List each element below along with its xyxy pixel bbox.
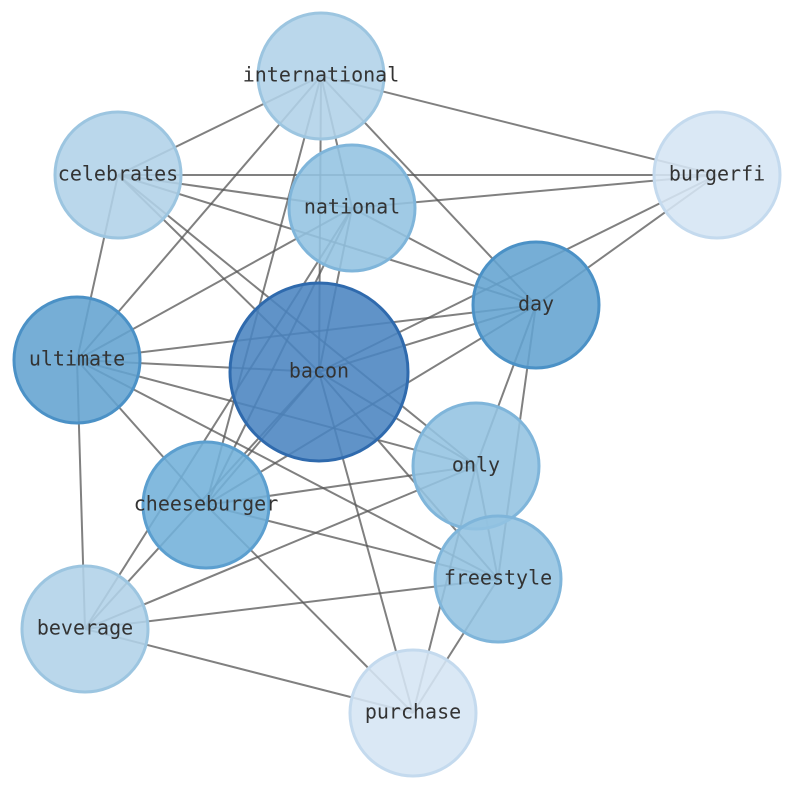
node-label: burgerfi bbox=[669, 162, 765, 186]
node bbox=[12, 295, 142, 425]
node bbox=[20, 564, 150, 694]
node-label: cheeseburger bbox=[134, 492, 279, 516]
node bbox=[348, 648, 478, 778]
node bbox=[287, 143, 417, 273]
node-label: celebrates bbox=[58, 162, 178, 186]
node-label: day bbox=[518, 292, 554, 316]
edge bbox=[84, 207, 353, 630]
node bbox=[228, 281, 410, 463]
edge bbox=[76, 359, 499, 580]
labels: international celebrates national burgerfi d… bbox=[29, 63, 765, 724]
nodes bbox=[12, 11, 782, 778]
edge bbox=[320, 75, 718, 176]
node bbox=[256, 11, 386, 141]
node bbox=[141, 440, 271, 570]
node-label: ultimate bbox=[29, 347, 125, 371]
node-label: national bbox=[304, 195, 400, 219]
node-label: only bbox=[452, 453, 500, 477]
node-label: international bbox=[243, 63, 400, 87]
node-label: freestyle bbox=[444, 566, 552, 590]
node bbox=[471, 240, 601, 370]
edge bbox=[205, 75, 322, 506]
node bbox=[433, 514, 563, 644]
node bbox=[53, 110, 183, 240]
node-label: bacon bbox=[289, 359, 349, 383]
node-label: beverage bbox=[37, 616, 133, 640]
node bbox=[652, 110, 782, 240]
edge bbox=[84, 578, 499, 630]
node-label: purchase bbox=[365, 700, 461, 724]
edge bbox=[84, 465, 477, 630]
